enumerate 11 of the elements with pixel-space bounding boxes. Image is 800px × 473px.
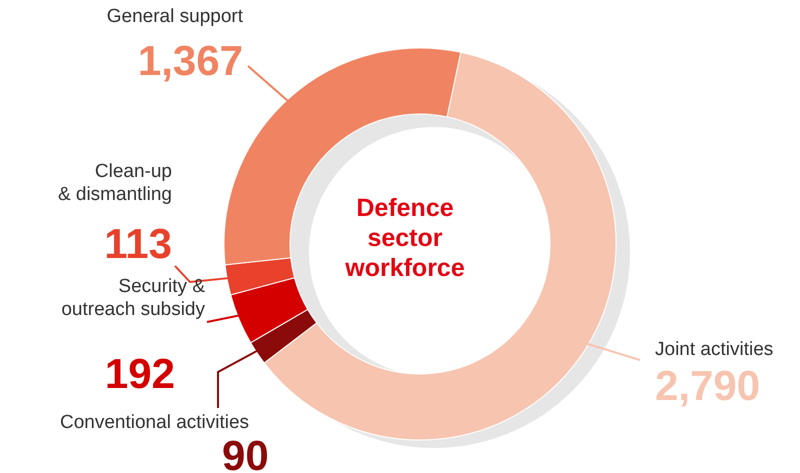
slice-label: Clean-up & dismantling [58,161,172,205]
slice-label: Conventional activities [60,412,250,433]
data-label: 2,790 [655,362,760,409]
data-label: 90 [222,432,269,473]
slice-label: General support [106,6,244,27]
text: Defence sector workforce [344,194,465,282]
slice-label: Joint activities [655,339,774,360]
data-label: 113 [104,220,172,267]
slice-label: Security & outreach subsidy [61,276,206,320]
data-label: 192 [104,350,175,397]
data-label: 1,367 [138,37,243,84]
